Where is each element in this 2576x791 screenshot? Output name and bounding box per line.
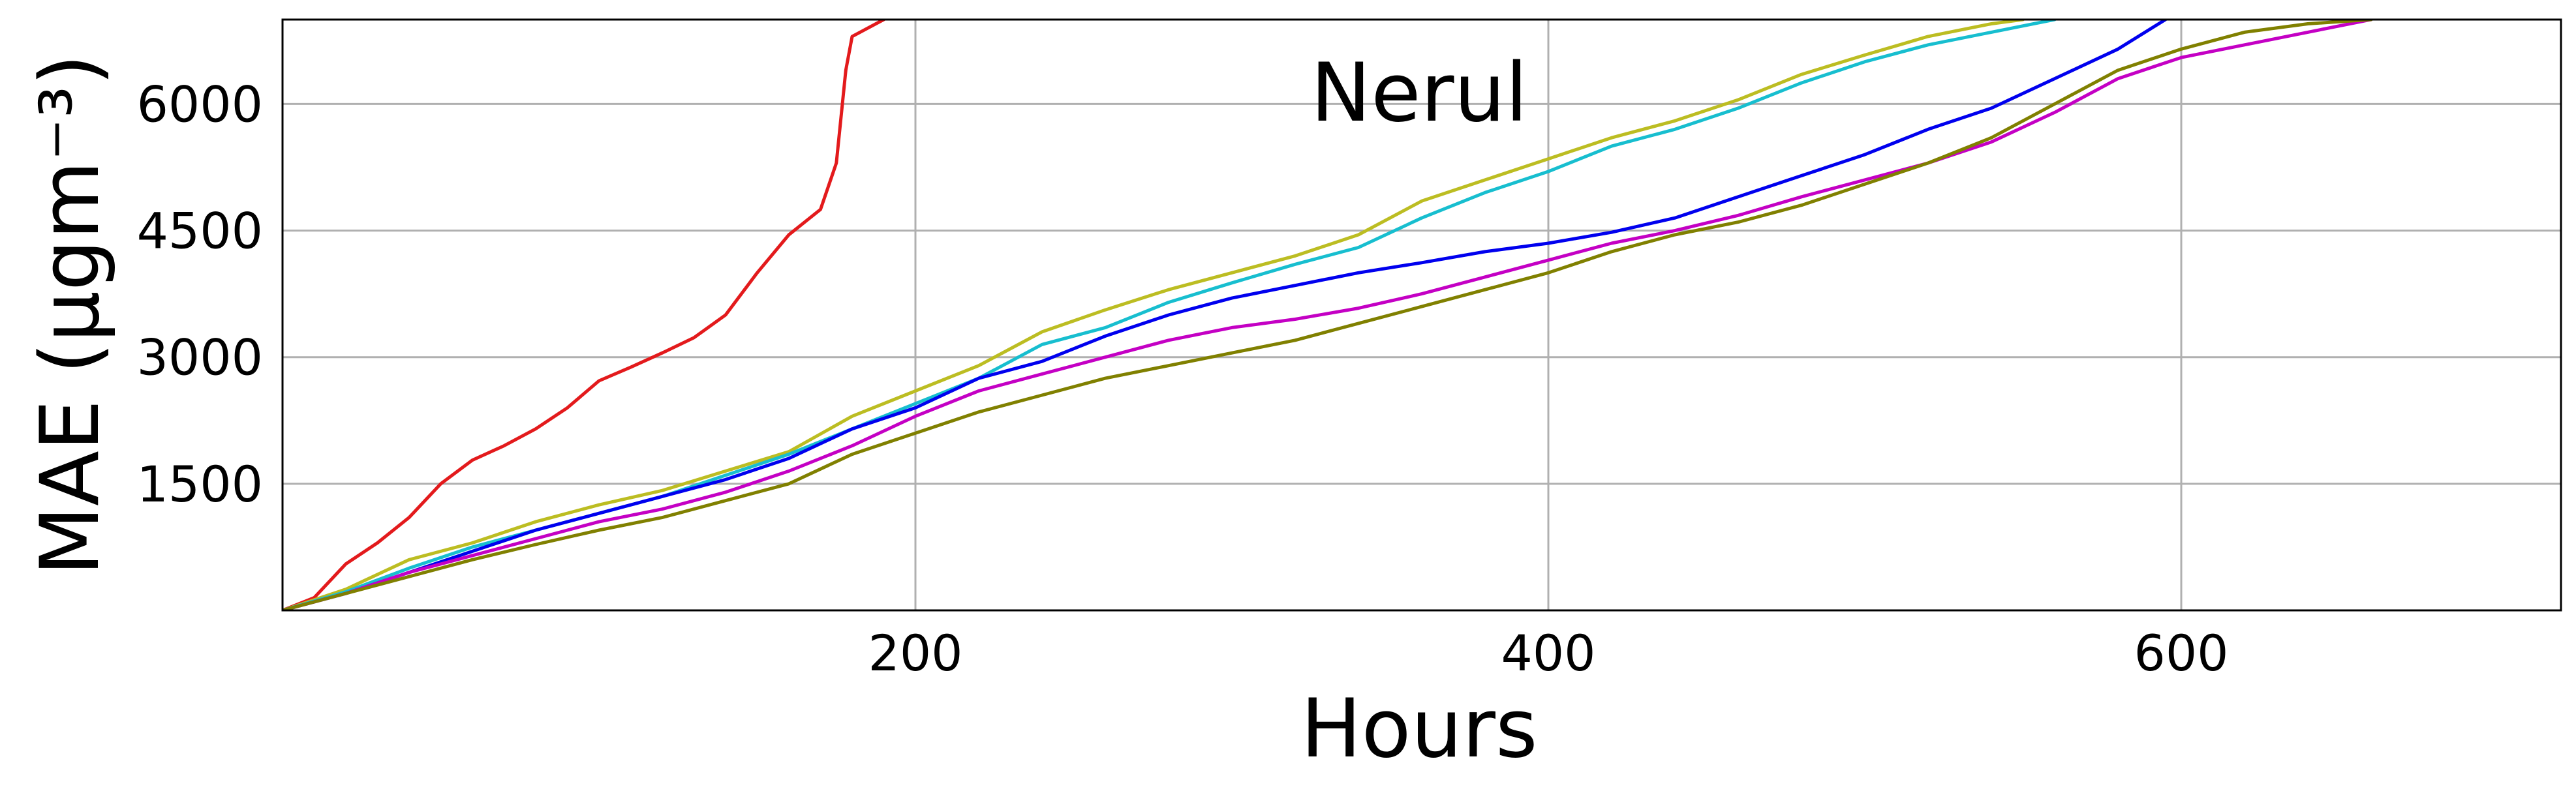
x-tick-label: 400 [1501,624,1595,682]
plot-frame [281,18,2562,612]
series-line-6 [283,20,2373,610]
series-lines [283,20,2373,610]
x-axis-label: Hours [1300,682,1537,776]
y-tick-label: 1500 [137,455,263,513]
y-axis-label: MAE (µgm⁻³) [23,54,117,576]
y-tick-labels: 1500 3000 4500 6000 [137,75,263,513]
chart-title: Nerul [1310,46,1527,140]
series-line-2 [283,20,2025,610]
y-tick-label: 4500 [137,202,263,260]
x-tick-label: 600 [2134,624,2228,682]
series-line-5 [283,20,2373,610]
y-tick-label: 6000 [137,75,263,133]
series-line-1 [283,20,885,610]
series-line-4 [283,20,2168,610]
x-tick-label: 200 [868,624,962,682]
y-tick-label: 3000 [137,329,263,387]
x-tick-labels: 200 400 600 [868,624,2228,682]
grid-lines [283,20,2561,610]
